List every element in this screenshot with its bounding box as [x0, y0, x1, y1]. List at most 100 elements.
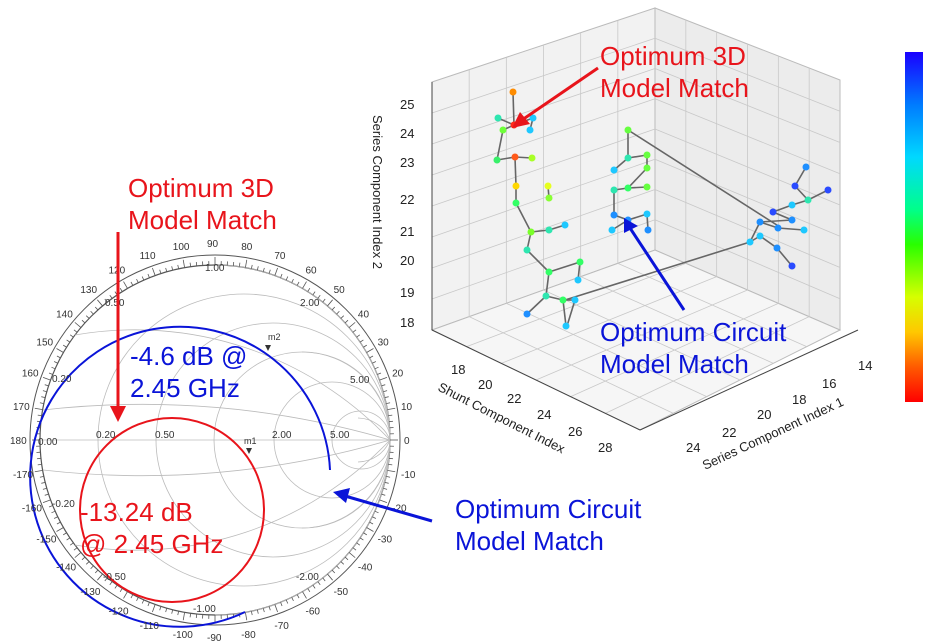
- data-segment: [526, 249, 550, 273]
- data-point: [608, 226, 616, 234]
- plot3d-3d-match-line2: Model Match: [600, 73, 749, 103]
- data-point: [756, 218, 764, 226]
- angle-label: -160: [22, 503, 42, 514]
- data-segment: [759, 219, 793, 223]
- angle-label: 0: [404, 436, 410, 447]
- scale-tick: [109, 294, 113, 299]
- angle-label: -110: [140, 621, 160, 632]
- data-point: [512, 199, 520, 207]
- plot3d-red-arrow-head: [512, 112, 530, 128]
- circuit-match-line2: Model Match: [455, 526, 604, 556]
- scale-tick: [141, 276, 145, 281]
- angle-label: -90: [207, 633, 222, 644]
- scale-tick: [85, 315, 90, 319]
- scale-tick: [152, 604, 156, 613]
- y-tick-20: 20: [757, 407, 771, 422]
- data-point: [791, 182, 799, 190]
- scale-tick: [363, 344, 368, 348]
- data-point: [624, 154, 632, 162]
- scale-tick: [62, 532, 67, 536]
- z-tick-19: 19: [400, 285, 414, 300]
- scale-tick: [114, 584, 118, 589]
- scale-tick: [344, 319, 349, 324]
- resistance-label-2: 2.00: [272, 430, 292, 441]
- scale-tick: [381, 384, 386, 387]
- data-point: [824, 186, 832, 194]
- data-segment: [548, 261, 581, 273]
- scale-tick: [73, 547, 78, 551]
- smith-3d-match-label: Optimum 3D Model Match: [128, 172, 277, 236]
- angle-label: 50: [334, 285, 346, 296]
- angle-label: 20: [392, 369, 404, 380]
- data-point: [643, 210, 651, 218]
- plot3d-circuit-match-line1: Optimum Circuit: [600, 317, 787, 347]
- scale-tick: [379, 499, 388, 503]
- scale-tick: [381, 493, 386, 496]
- scale-tick: [48, 372, 53, 375]
- data-segment: [749, 221, 761, 243]
- scale-tick: [147, 602, 150, 607]
- scale-tick: [340, 561, 345, 565]
- data-point: [494, 114, 502, 122]
- x-tick-28: 28: [598, 440, 612, 455]
- data-point: [610, 186, 618, 194]
- scale-tick: [51, 366, 56, 370]
- scale-tick: [119, 287, 123, 292]
- scale-tick: [296, 281, 300, 286]
- y-tick-16: 16: [822, 376, 836, 391]
- scale-tick: [119, 588, 123, 593]
- data-point: [542, 292, 550, 300]
- scale-tick: [291, 597, 294, 602]
- scale-tick: [130, 594, 134, 599]
- data-point: [756, 232, 764, 240]
- reactance-label-neg0.2: -0.20: [52, 499, 75, 510]
- angle-label: 60: [306, 265, 318, 276]
- data-point: [528, 154, 536, 162]
- y-tick-24: 24: [686, 440, 700, 455]
- scale-tick: [327, 573, 333, 581]
- data-point: [571, 296, 579, 304]
- reactance-label-0.2: 0.20: [52, 374, 72, 385]
- y-tick-14: 14: [858, 358, 872, 373]
- scale-tick: [94, 569, 99, 574]
- scale-tick: [56, 521, 61, 525]
- data-segment: [777, 227, 805, 231]
- data-point: [576, 258, 584, 266]
- z-tick-21: 21: [400, 224, 414, 239]
- scale-tick: [182, 612, 186, 621]
- angle-label: 180: [10, 436, 27, 447]
- angle-label: 110: [140, 251, 156, 262]
- smith-3d-match-line1: Optimum 3D: [128, 173, 274, 203]
- scale-tick: [280, 602, 283, 607]
- y-tick-18: 18: [792, 392, 806, 407]
- scale-tick: [363, 532, 368, 536]
- plot3d-blue-arrow-line: [628, 227, 686, 311]
- scale-tick: [85, 561, 90, 565]
- plot3d-circuit-match-label: Optimum Circuit Model Match: [600, 316, 786, 380]
- z-tick-20: 20: [400, 253, 414, 268]
- scale-tick: [97, 573, 103, 581]
- reactance-label-neg0.5: -0.50: [103, 572, 126, 583]
- y-axis-line: [639, 329, 859, 431]
- resistance-label-0: 0.00: [38, 437, 58, 448]
- scale-tick: [44, 493, 49, 496]
- scale-tick: [94, 306, 99, 311]
- circuit-match-label: Optimum Circuit Model Match: [455, 493, 641, 557]
- angle-label: -50: [334, 587, 349, 598]
- grid-line: [468, 316, 674, 414]
- scale-tick: [244, 259, 248, 268]
- blue-circle-label: -4.6 dB @ 2.45 GHz: [130, 340, 247, 404]
- data-point: [774, 224, 782, 232]
- data-segment: [794, 166, 807, 187]
- data-point: [802, 163, 810, 171]
- scale-tick: [356, 334, 361, 338]
- scale-tick: [244, 612, 248, 621]
- data-point: [526, 126, 534, 134]
- scale-tick: [372, 516, 377, 519]
- scale-tick: [141, 599, 145, 604]
- scale-tick: [302, 591, 307, 599]
- angle-label: 40: [358, 309, 370, 320]
- angle-label: -10: [401, 470, 416, 481]
- scale-tick: [387, 469, 396, 473]
- angle-label: -170: [13, 470, 33, 481]
